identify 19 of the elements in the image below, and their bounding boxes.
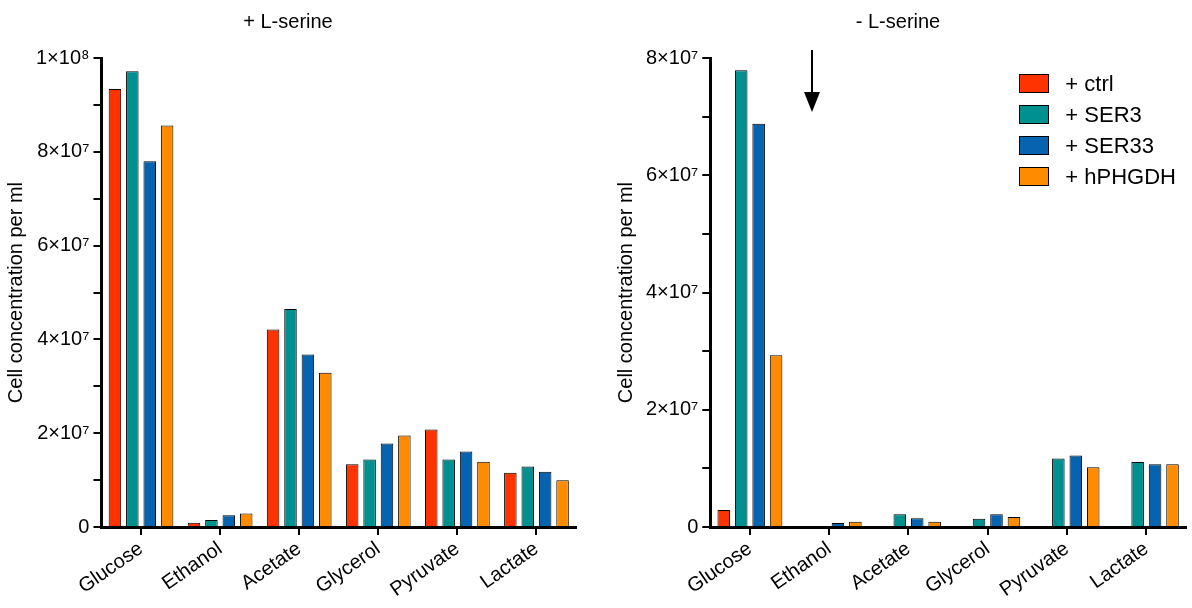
y-tick-label: 4×10⁷ <box>37 326 90 349</box>
legend-label: + hPHGDH <box>1065 163 1176 190</box>
y-tick-label: 2×10⁷ <box>37 420 90 443</box>
chart-title: - L-serine <box>855 9 941 32</box>
y-tick-label: 6×10⁷ <box>645 162 699 185</box>
chart-title: + L-serine <box>243 9 333 32</box>
y-axis-title: Cell concentration per ml <box>3 181 26 404</box>
y-tick-label: 6×10⁷ <box>37 233 90 256</box>
y-tick-label: 0 <box>687 514 699 537</box>
y-tick-label: 8×10⁷ <box>37 139 90 162</box>
y-tick-label: 1×10⁸ <box>35 45 90 68</box>
y-tick-label: 4×10⁷ <box>645 280 699 303</box>
y-tick-label: 8×10⁷ <box>645 45 699 68</box>
y-axis-title: Cell concentration per ml <box>613 181 636 404</box>
legend-label: + SER33 <box>1065 132 1155 159</box>
y-tick-label: 0 <box>78 514 90 537</box>
legend-label: + ctrl <box>1065 70 1114 97</box>
y-tick-label: 2×10⁷ <box>645 397 699 420</box>
legend-label: + SER3 <box>1065 101 1142 128</box>
